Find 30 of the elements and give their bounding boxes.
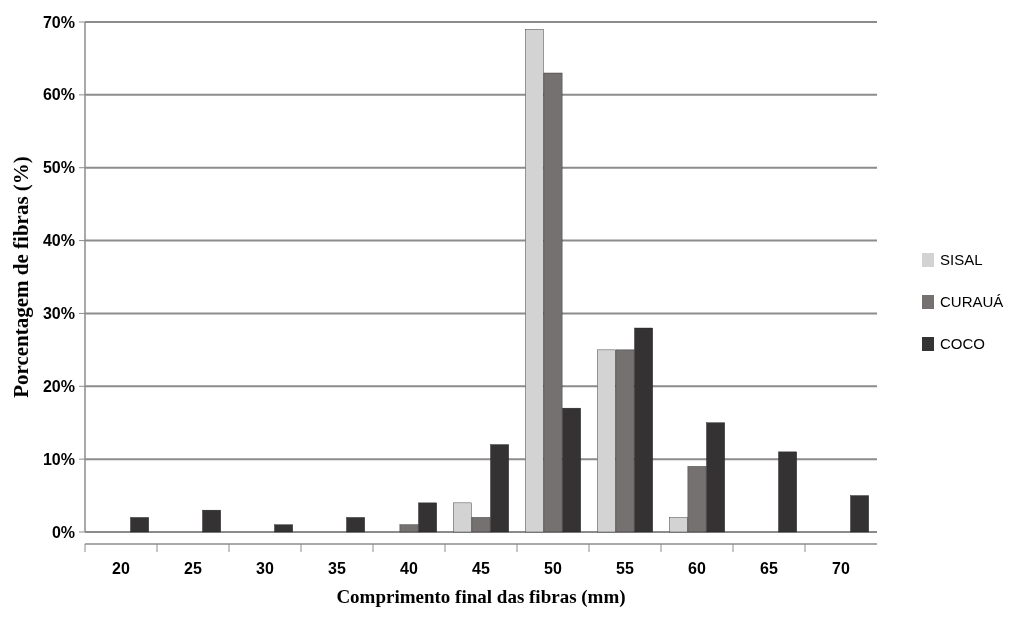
x-tick-label: 55 [616, 560, 634, 577]
legend-label: SISAL [940, 251, 983, 269]
x-tick-label: 70 [832, 560, 850, 577]
x-axis-title: Comprimento final das fibras (mm) [336, 586, 626, 608]
x-tick-label: 25 [184, 560, 202, 577]
bar [130, 517, 149, 533]
x-tick-label: 50 [544, 560, 562, 577]
x-tick-label: 30 [256, 560, 274, 577]
x-tick-label: 35 [328, 560, 346, 577]
y-tick-label: 40% [42, 232, 75, 250]
y-tick-label: 30% [42, 305, 75, 323]
bar [850, 495, 869, 533]
y-tick-label: 20% [42, 377, 75, 395]
y-tick-label: 50% [42, 159, 75, 177]
x-tick-label: 20 [112, 560, 130, 577]
legend-label: COCO [940, 335, 985, 353]
y-tick-label: 70% [42, 13, 75, 31]
bar [274, 524, 293, 533]
x-tick-label: 45 [472, 560, 490, 577]
y-tick-label: 60% [42, 86, 75, 104]
bar [346, 517, 365, 533]
legend-label: CURAUÁ [940, 293, 1004, 311]
x-tick-label: 65 [760, 560, 778, 577]
bar [778, 451, 797, 533]
y-tick-label: 10% [42, 450, 75, 468]
y-axis-title: Porcentagem de fibras (%) [9, 156, 33, 398]
y-tick-label: 0% [51, 523, 75, 541]
x-tick-label: 40 [400, 560, 418, 577]
bar [202, 509, 221, 533]
x-tick-label: 60 [688, 560, 706, 577]
